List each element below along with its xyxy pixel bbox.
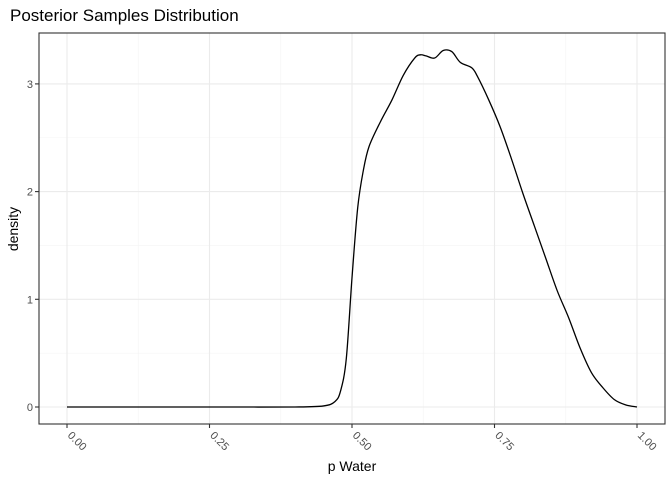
chart-title: Posterior Samples Distribution [10, 6, 239, 25]
x-tick-label: 0.00 [65, 430, 89, 454]
y-tick-label: 3 [27, 79, 33, 91]
x-axis-ticks: 0.00 0.25 0.50 0.75 1.00 [65, 424, 659, 453]
y-axis-title: density [5, 207, 21, 251]
y-tick-label: 0 [27, 402, 33, 414]
x-axis-title: p Water [328, 458, 377, 474]
x-tick-label: 0.25 [207, 430, 231, 454]
x-tick-label: 0.75 [492, 430, 516, 454]
x-tick-label: 0.50 [350, 430, 374, 454]
density-curve [66, 49, 638, 408]
y-tick-label: 2 [27, 187, 33, 199]
y-axis-ticks: 0 1 2 3 [27, 79, 39, 414]
y-tick-label: 1 [27, 294, 33, 306]
x-tick-label: 1.00 [635, 430, 659, 454]
major-gridlines [39, 33, 665, 424]
